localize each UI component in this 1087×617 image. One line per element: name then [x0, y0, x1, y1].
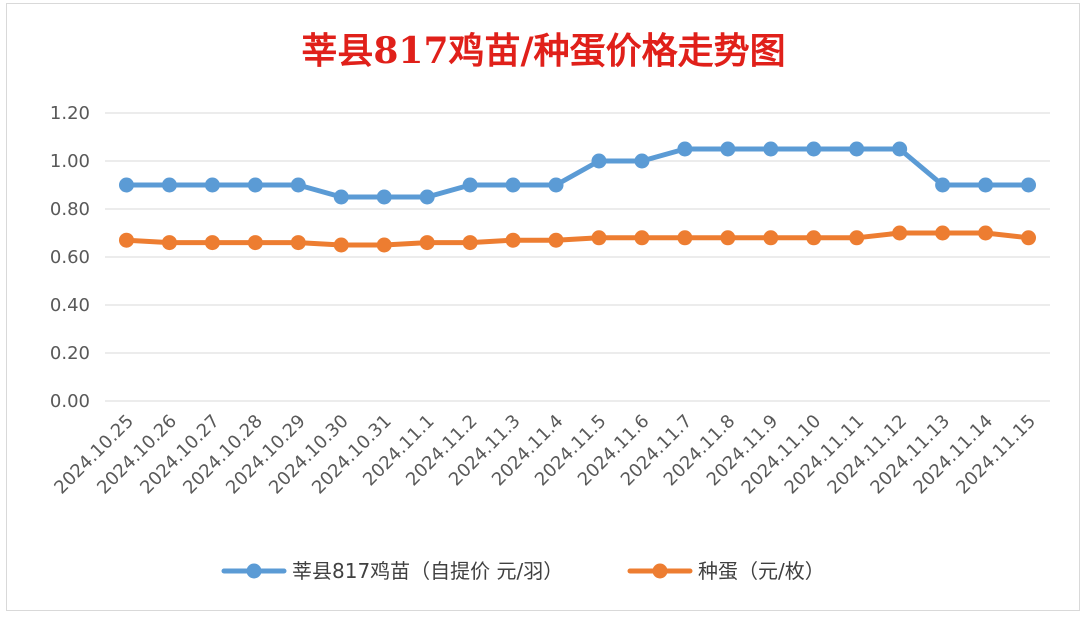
- data-point: [935, 225, 951, 241]
- data-point: [462, 235, 478, 251]
- data-point: [505, 232, 521, 248]
- y-tick-label: 0.20: [50, 343, 90, 364]
- data-point: [763, 141, 779, 157]
- data-point: [247, 177, 263, 193]
- data-point: [548, 177, 564, 193]
- legend-label: 莘县817鸡苗（自提价 元/羽）: [292, 559, 563, 583]
- series-line: [123, 146, 1032, 200]
- series-2: [118, 225, 1037, 253]
- y-tick-label: 1.20: [50, 103, 90, 124]
- data-point: [849, 141, 865, 157]
- data-point: [677, 141, 693, 157]
- data-point: [591, 153, 607, 169]
- y-tick-label: 0.40: [50, 295, 90, 316]
- data-point: [978, 225, 994, 241]
- data-point: [419, 235, 435, 251]
- series-layer: [118, 141, 1037, 253]
- data-point: [591, 230, 607, 246]
- data-point: [935, 177, 951, 193]
- legend-item-2: 种蛋（元/枚）: [627, 559, 825, 583]
- data-point: [634, 153, 650, 169]
- data-point: [376, 237, 392, 253]
- data-point: [763, 230, 779, 246]
- legend-marker: [652, 563, 668, 579]
- y-tick-label: 0.60: [50, 247, 90, 268]
- data-point: [247, 235, 263, 251]
- chart-frame: [6, 3, 1080, 611]
- data-point: [118, 232, 134, 248]
- data-point: [290, 177, 306, 193]
- data-point: [161, 177, 177, 193]
- data-point: [204, 235, 220, 251]
- data-point: [1021, 177, 1037, 193]
- data-point: [419, 189, 435, 205]
- data-point: [720, 141, 736, 157]
- data-point: [333, 189, 349, 205]
- data-point: [290, 235, 306, 251]
- data-point: [505, 177, 521, 193]
- data-point: [161, 235, 177, 251]
- data-point: [1021, 230, 1037, 246]
- data-point: [892, 225, 908, 241]
- y-axis-ticks: 0.00 0.20 0.40 0.60 0.80 1.00 1.20: [50, 103, 90, 412]
- data-point: [634, 230, 650, 246]
- data-point: [118, 177, 134, 193]
- data-point: [204, 177, 220, 193]
- legend-marker: [246, 563, 262, 579]
- data-point: [548, 232, 564, 248]
- legend: 莘县817鸡苗（自提价 元/羽） 种蛋（元/枚）: [221, 559, 825, 583]
- data-point: [806, 141, 822, 157]
- x-axis-ticks: 2024.10.252024.10.262024.10.272024.10.28…: [50, 411, 1040, 499]
- series-1: [118, 141, 1037, 205]
- chart-title: 莘县817鸡苗/种蛋价格走势图: [301, 30, 786, 72]
- y-tick-label: 0.00: [50, 391, 90, 412]
- series-line: [123, 230, 1032, 248]
- y-tick-label: 0.80: [50, 199, 90, 220]
- legend-item-1: 莘县817鸡苗（自提价 元/羽）: [221, 559, 563, 583]
- data-point: [892, 141, 908, 157]
- data-point: [849, 230, 865, 246]
- gridlines: [105, 112, 1050, 402]
- data-point: [462, 177, 478, 193]
- data-point: [978, 177, 994, 193]
- data-point: [720, 230, 736, 246]
- data-point: [677, 230, 693, 246]
- data-point: [376, 189, 392, 205]
- data-point: [806, 230, 822, 246]
- y-tick-label: 1.00: [50, 151, 90, 172]
- data-point: [333, 237, 349, 253]
- legend-label: 种蛋（元/枚）: [698, 559, 825, 583]
